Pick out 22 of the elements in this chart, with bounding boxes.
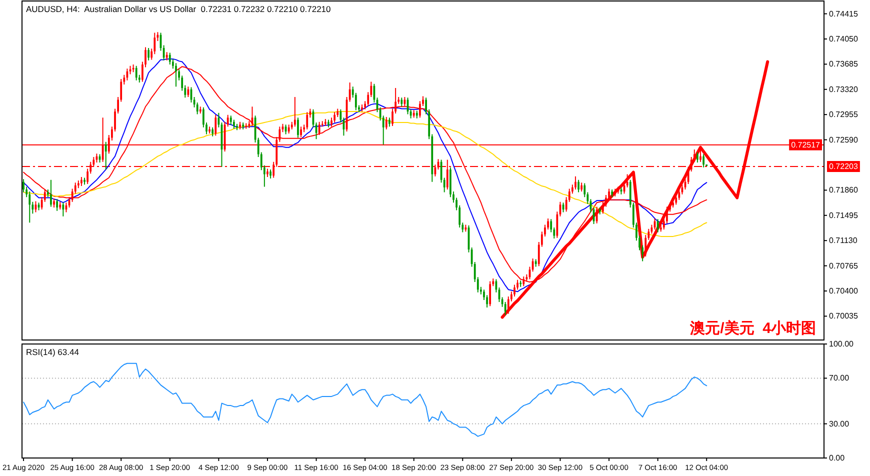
y-tick-label: 70.00 (829, 374, 850, 383)
y-tick-label: 0.72590 (829, 135, 858, 144)
y-tick-label: 0.72955 (829, 110, 858, 120)
y-tick-label: 0.73685 (829, 60, 858, 69)
annotation: 澳元/美元 4小时图 (689, 319, 816, 337)
ref-label: 0.72517 (789, 139, 822, 150)
chart-title: RSI(14) 63.44 (26, 347, 80, 357)
ref-label: 0.72203 (827, 161, 860, 172)
y-tick-label: 0.74415 (829, 9, 858, 18)
candlestick (520, 280, 522, 287)
y-tick-label: 0.71495 (829, 210, 858, 220)
y-tick-label: 0.74050 (829, 34, 858, 44)
y-tick-label: 0.71860 (829, 186, 858, 195)
chart-title: AUDUSD, H4: Australian Dollar vs US Dollar 0.72231 0.72232 0.72210 0.72210 (26, 4, 332, 14)
y-tick-label: 0.71130 (829, 236, 858, 246)
y-tick-label: 30.00 (829, 419, 850, 428)
y-tick-label: 0.70035 (829, 312, 858, 321)
y-tick-label: 0.73320 (829, 84, 858, 94)
y-tick-label: 100.00 (829, 340, 854, 348)
y-tick-label: 0.70400 (829, 286, 858, 296)
y-tick-label: 0.70765 (829, 261, 858, 270)
y-tick-label: 0.00 (829, 454, 846, 462)
